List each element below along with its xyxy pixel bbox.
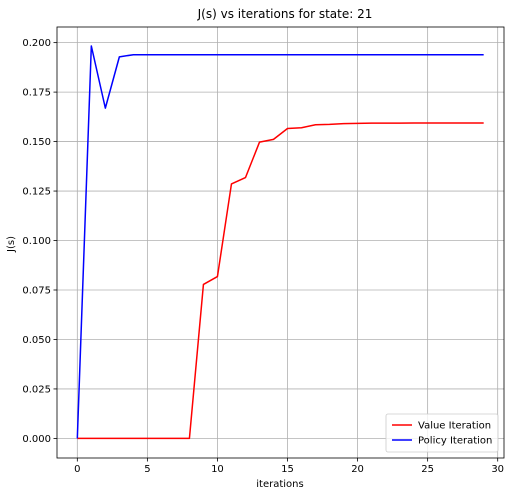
y-tick-label: 0.200 [22, 38, 51, 49]
y-tick-label: 0.150 [22, 137, 51, 148]
x-tick-label: 30 [491, 464, 504, 475]
series-line-policy-iteration [76, 45, 484, 439]
x-axis-ticks: 0 5 10 15 20 25 30 [74, 458, 504, 475]
y-tick-label: 0.100 [22, 236, 51, 247]
series-lines [76, 45, 484, 440]
y-axis-ticks: 0.000 0.025 0.050 0.075 0.100 0.125 0.150 0.175… [22, 38, 57, 445]
legend-box [385, 413, 499, 453]
x-tick-label: 20 [351, 464, 364, 475]
y-tick-label: 0.050 [22, 335, 51, 346]
y-tick-label: 0.175 [22, 88, 51, 99]
legend: Value Iteration Policy Iteration [385, 413, 499, 453]
chart-title: J(s) vs iterations for state: 21 [197, 7, 373, 21]
legend-entry-label: Policy Iteration [418, 436, 492, 447]
series-line-value-iteration [77, 122, 484, 440]
y-axis-label: J(s) [6, 236, 17, 253]
x-tick-label: 5 [144, 464, 150, 475]
legend-entry-label: Value Iteration [418, 421, 491, 432]
x-axis-label: iterations [256, 479, 303, 490]
x-tick-label: 10 [211, 464, 224, 475]
y-tick-label: 0.075 [22, 285, 51, 296]
y-tick-label: 0.000 [22, 434, 51, 445]
plot-frame [56, 26, 505, 459]
y-tick-label: 0.025 [22, 384, 51, 395]
x-tick-label: 15 [281, 464, 294, 475]
x-tick-label: 25 [421, 464, 434, 475]
y-tick-label: 0.125 [22, 187, 51, 198]
x-tick-label: 0 [74, 464, 80, 475]
